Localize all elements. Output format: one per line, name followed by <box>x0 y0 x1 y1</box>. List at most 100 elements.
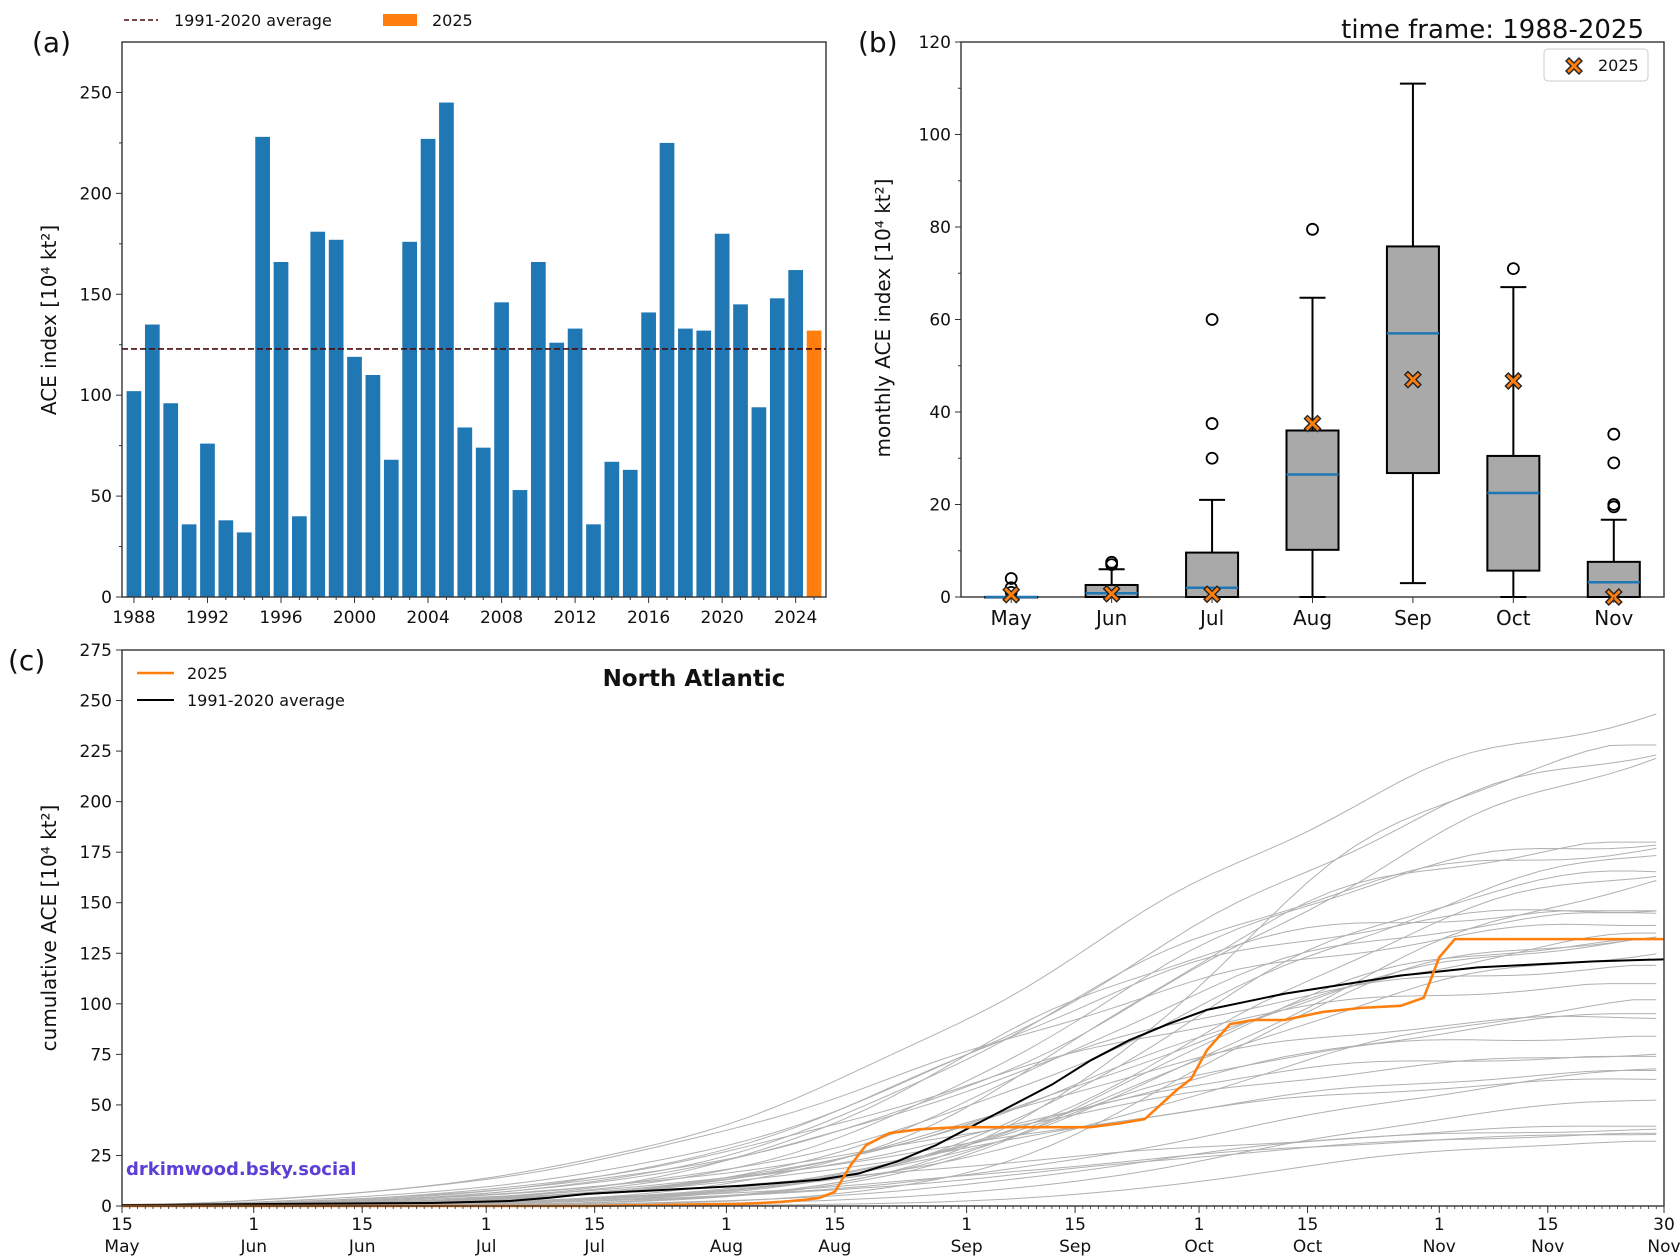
season-line-2017 <box>121 757 1657 1207</box>
box-body <box>1385 245 1440 475</box>
bar-2018 <box>678 328 693 597</box>
box-Jul <box>1185 313 1240 604</box>
y-tick-label: 150 <box>80 894 112 914</box>
y-tick-label: 175 <box>80 843 112 863</box>
box-Sep <box>1385 82 1440 585</box>
y-tick-label: 60 <box>929 311 951 331</box>
x-tick-month: Sep <box>1059 1237 1091 1257</box>
x-tick-month: Jun <box>348 1237 376 1257</box>
y-tick-label: 125 <box>80 944 112 964</box>
bar-1998 <box>310 231 326 597</box>
outlier <box>1205 313 1219 326</box>
y-tick-label: 40 <box>929 403 951 423</box>
y-tick-label: 20 <box>929 496 951 516</box>
bar-2010 <box>530 261 546 597</box>
bar-2005 <box>439 102 454 597</box>
bar-2023 <box>769 298 785 597</box>
bar-1999 <box>328 239 344 598</box>
x-tick-month: Aug <box>818 1237 851 1257</box>
x-tick-label: Oct <box>1496 606 1531 630</box>
panel-b-label: (b) <box>858 26 898 59</box>
bar-2014 <box>604 461 620 597</box>
legend-avg-line-label: 1991-2020 average <box>187 691 345 710</box>
x-tick-label: Nov <box>1594 606 1633 630</box>
x-tick-month: Nov <box>1423 1237 1456 1257</box>
y-tick-label: 200 <box>80 793 112 813</box>
marker-2025 <box>1203 585 1222 604</box>
x-tick-label: 1996 <box>259 608 302 628</box>
bar-1994 <box>236 532 252 597</box>
box-Oct <box>1486 262 1541 598</box>
x-tick-day: 15 <box>1064 1215 1086 1235</box>
y-tick-label: 150 <box>80 285 112 305</box>
bar-2015 <box>622 469 638 597</box>
outlier <box>1506 262 1520 276</box>
panel-b-monthly-box: (b) time frame: 1988-2025 0 20 40 60 80 100 12… <box>858 15 1665 630</box>
y-tick-label: 275 <box>80 641 112 661</box>
bar-2009 <box>512 490 528 597</box>
bar-1997 <box>292 516 307 597</box>
marker-2025 <box>1102 584 1121 603</box>
x-tick-day: 15 <box>824 1215 846 1235</box>
x-tick-day: 1 <box>1194 1215 1205 1235</box>
y-tick-label: 50 <box>90 487 112 507</box>
bar-2008 <box>494 302 509 597</box>
bar-1993 <box>218 520 234 597</box>
bar-2003 <box>402 241 418 598</box>
bar-2004 <box>420 138 436 597</box>
season-line-2014 <box>121 1070 1657 1207</box>
season-line-2006 <box>122 1035 1657 1207</box>
bar-1989 <box>144 324 160 597</box>
panel-b-ylabel: monthly ACE index [10⁴ kt²] <box>871 179 895 458</box>
x-tick-day: 15 <box>1297 1215 1319 1235</box>
bar-1992 <box>200 443 215 597</box>
x-tick-day: 30 <box>1653 1215 1675 1235</box>
y-tick-label: 250 <box>80 692 112 712</box>
y-tick-label: 25 <box>90 1146 112 1166</box>
legend-avg-label: 1991-2020 average <box>174 11 332 30</box>
bar-1995 <box>255 136 270 597</box>
x-tick-month: Jun <box>239 1237 267 1257</box>
panel-c-cumulative: (c) 025507510012515017520022525027515May… <box>8 641 1680 1257</box>
x-tick-day: 15 <box>351 1215 373 1235</box>
outlier <box>1105 555 1119 569</box>
season-line-1992 <box>121 1053 1657 1207</box>
y-tick-label: 100 <box>919 126 951 146</box>
y-tick-label: 225 <box>80 742 112 762</box>
x-tick-label: 2016 <box>627 608 670 628</box>
season-line-1996 <box>122 870 1657 1207</box>
x-tick-label: 2000 <box>333 608 376 628</box>
bar-2007 <box>475 447 491 597</box>
season-line-2015 <box>121 1078 1657 1207</box>
x-tick-day: 15 <box>1537 1215 1559 1235</box>
y-tick-label: 200 <box>80 184 112 204</box>
box-Jun <box>1084 555 1139 603</box>
panel-c-legend: 2025 1991-2020 average <box>137 664 345 710</box>
x-tick-day: 15 <box>584 1215 606 1235</box>
y-tick-label: 75 <box>90 1045 112 1065</box>
panel-c-title: North Atlantic <box>603 666 786 692</box>
bar-2024 <box>788 270 804 597</box>
panel-a-annual-ace: (a) 1991-2020 average 2025 0 50 100 150 200 2… <box>32 11 827 628</box>
box-Aug <box>1285 222 1340 598</box>
x-tick-month: Jul <box>583 1237 605 1257</box>
x-tick-day: 1 <box>721 1215 732 1235</box>
bar-2022 <box>751 407 767 597</box>
bar-1990 <box>163 403 179 597</box>
bar-2000 <box>347 356 362 597</box>
x-tick-month: Nov <box>1531 1237 1564 1257</box>
bar-1991 <box>181 524 197 597</box>
bar-2016 <box>641 312 656 597</box>
bar-1996 <box>273 261 289 597</box>
bar-2012 <box>567 328 583 597</box>
x-tick-label: 2024 <box>774 608 817 628</box>
season-line-2023 <box>121 909 1657 1207</box>
y-tick-label: 0 <box>101 1197 112 1217</box>
y-tick-label: 0 <box>940 588 951 608</box>
outlier <box>1607 456 1621 470</box>
y-tick-label: 120 <box>919 33 951 53</box>
box-body <box>1486 454 1541 572</box>
y-tick-label: 80 <box>929 218 951 238</box>
box-body <box>1185 551 1240 598</box>
